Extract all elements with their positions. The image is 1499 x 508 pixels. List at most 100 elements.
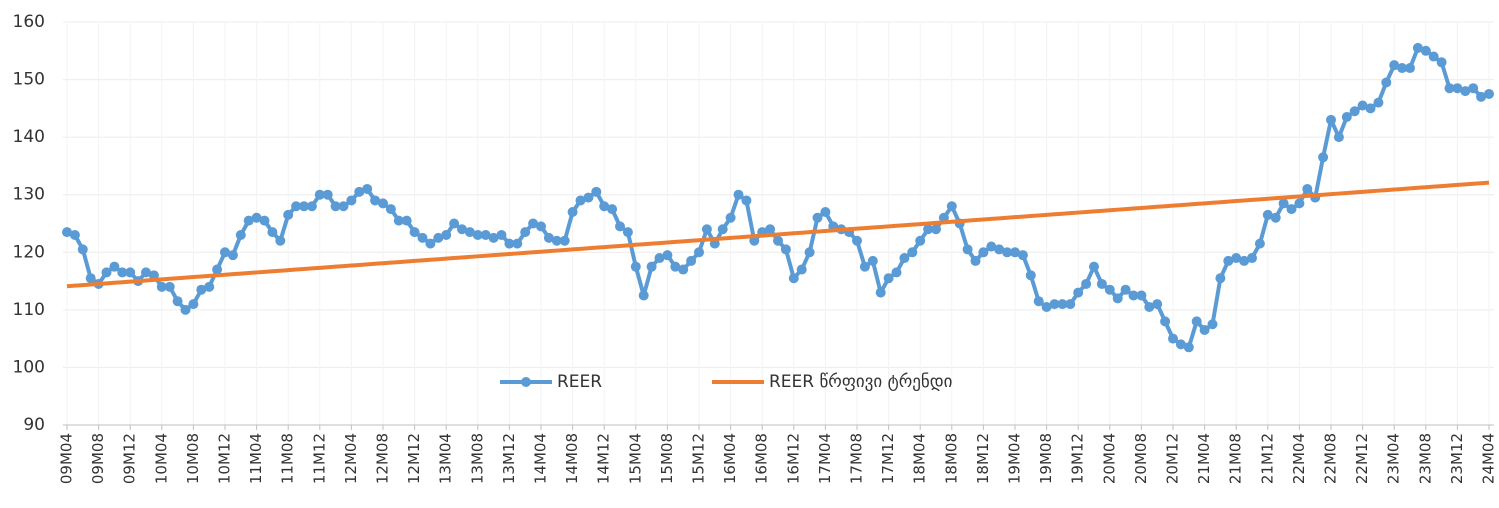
marker: [1239, 255, 1250, 266]
marker: [299, 201, 309, 212]
marker: [338, 201, 349, 212]
marker: [1405, 63, 1415, 74]
x-tick-label: 21M08: [1227, 433, 1245, 484]
marker: [1373, 97, 1384, 108]
x-tick-label: 19M08: [1037, 433, 1055, 484]
marker: [883, 273, 894, 284]
x-tick-label: 22M04: [1290, 433, 1308, 484]
marker: [449, 218, 460, 229]
marker: [717, 224, 728, 235]
marker: [994, 244, 1005, 255]
x-tick-label: 13M12: [500, 433, 518, 484]
marker: [1025, 270, 1036, 281]
marker: [1326, 114, 1336, 125]
marker: [725, 212, 736, 223]
marker: [1412, 42, 1423, 53]
x-tick-label: 23M12: [1448, 433, 1466, 484]
marker: [1389, 60, 1400, 71]
marker: [741, 195, 752, 206]
marker: [1081, 278, 1092, 289]
marker: [646, 261, 657, 272]
marker: [433, 232, 444, 243]
marker: [701, 224, 712, 235]
legend-label: REER წრფივი ტრენდი: [769, 372, 952, 392]
x-tick-label: 20M12: [1164, 433, 1182, 484]
marker: [733, 189, 744, 200]
marker: [1089, 261, 1099, 272]
marker: [630, 261, 641, 272]
marker: [480, 230, 491, 241]
marker: [1484, 88, 1494, 99]
marker: [931, 224, 941, 235]
marker: [1207, 319, 1218, 330]
x-tick-label: 14M12: [595, 433, 613, 484]
marker: [235, 230, 246, 241]
marker: [1270, 212, 1281, 223]
marker: [1112, 293, 1123, 304]
marker: [1191, 316, 1202, 327]
marker: [409, 227, 420, 238]
marker: [1160, 316, 1171, 327]
x-tick-label: 12M04: [342, 433, 360, 484]
marker: [156, 281, 167, 292]
marker: [1183, 342, 1194, 353]
marker: [559, 235, 570, 246]
legend-marker: [521, 377, 531, 387]
marker: [859, 261, 870, 272]
x-tick-label: 22M12: [1353, 433, 1371, 484]
marker: [354, 186, 365, 197]
x-tick-label: 12M08: [374, 433, 392, 484]
marker: [852, 235, 862, 246]
marker: [425, 238, 436, 249]
x-tick-label: 15M12: [690, 433, 708, 484]
marker: [1460, 86, 1471, 97]
marker: [575, 195, 586, 206]
marker: [662, 250, 673, 261]
x-tick-label: 22M08: [1322, 433, 1340, 484]
marker: [1152, 299, 1163, 310]
marker: [504, 238, 515, 249]
marker: [567, 206, 578, 217]
marker: [1302, 183, 1313, 194]
marker: [1223, 255, 1234, 266]
marker: [441, 230, 452, 241]
marker: [141, 267, 151, 278]
x-tick-label: 18M12: [974, 433, 992, 484]
marker: [520, 227, 531, 238]
legend-label: REER: [557, 372, 602, 392]
marker: [1057, 299, 1068, 310]
marker: [393, 215, 404, 226]
marker: [291, 201, 302, 212]
marker: [267, 227, 278, 238]
marker: [1397, 63, 1408, 74]
marker: [243, 215, 254, 226]
y-tick-label: 120: [13, 242, 45, 262]
x-tick-label: 10M12: [216, 433, 234, 484]
marker: [101, 267, 112, 278]
marker: [401, 215, 412, 226]
marker: [986, 241, 997, 252]
x-tick-label: 20M08: [1132, 433, 1150, 484]
marker: [1096, 278, 1107, 289]
marker: [322, 189, 333, 200]
marker: [867, 255, 878, 266]
marker: [283, 209, 294, 220]
marker: [923, 224, 934, 235]
marker: [1128, 290, 1139, 301]
marker: [622, 227, 633, 238]
marker: [172, 296, 183, 307]
marker: [204, 281, 215, 292]
marker: [188, 299, 199, 310]
marker: [69, 230, 80, 241]
x-tick-label: 15M04: [626, 433, 644, 484]
marker: [543, 232, 554, 243]
marker: [1104, 284, 1115, 295]
x-tick-label: 12M12: [405, 433, 423, 484]
marker: [1199, 325, 1210, 336]
x-tick-label: 17M12: [879, 433, 897, 484]
marker: [1333, 132, 1344, 143]
x-tick-label: 13M04: [437, 433, 455, 484]
marker: [788, 273, 799, 284]
marker: [330, 201, 341, 212]
